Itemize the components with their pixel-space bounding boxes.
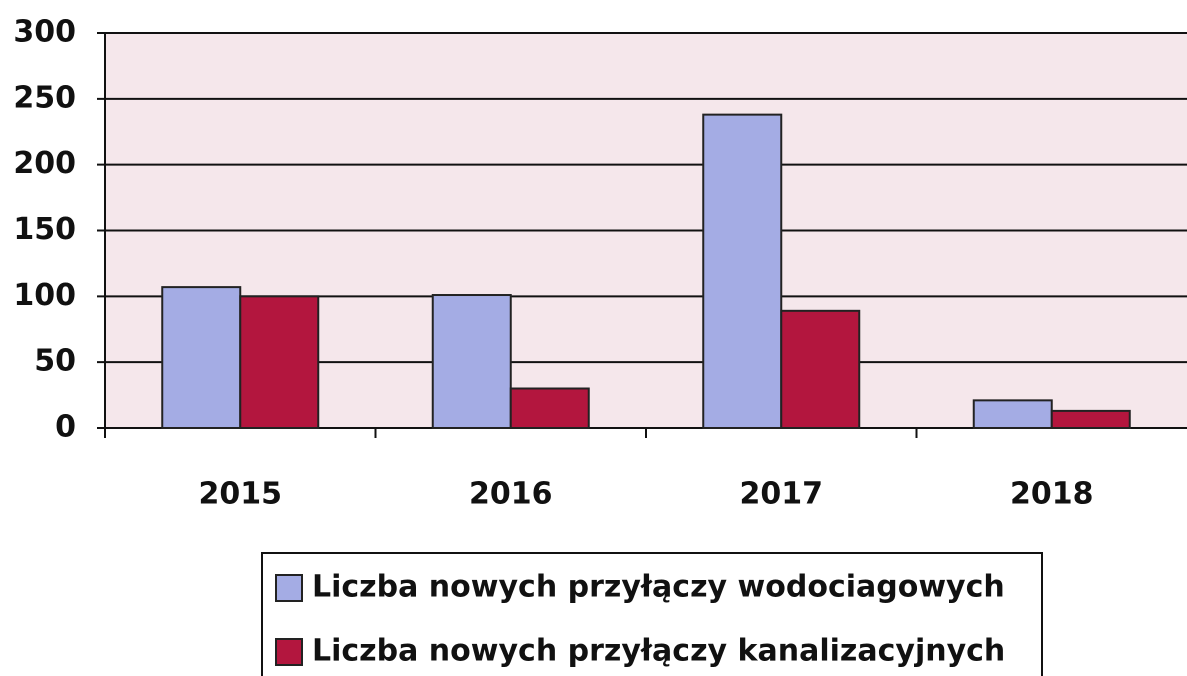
bar (239, 295, 320, 430)
x-tick-label: 2017 (740, 477, 824, 512)
legend-label: Liczba nowych przyłączy wodociagowych (312, 570, 1005, 605)
y-tick-label: 0 (55, 410, 76, 445)
legend-box (261, 552, 1043, 676)
y-tick-label: 300 (13, 15, 76, 50)
bar (431, 294, 512, 429)
x-tick-label: 2016 (469, 477, 553, 512)
legend-swatch (275, 574, 303, 602)
bar (780, 309, 861, 430)
x-tick-label: 2015 (199, 477, 283, 512)
bar (702, 113, 783, 429)
x-tick-label: 2018 (1010, 477, 1094, 512)
y-tick-label: 250 (13, 80, 76, 115)
y-tick-label: 200 (13, 146, 76, 181)
y-tick-label: 150 (13, 212, 76, 247)
y-tick-label: 100 (13, 278, 76, 313)
y-tick-label: 50 (34, 344, 76, 379)
legend-label: Liczba nowych przyłączy kanalizacyjnych (312, 634, 1005, 669)
bar (509, 387, 590, 429)
bar (1050, 409, 1131, 429)
bar (161, 286, 242, 429)
legend-swatch (275, 638, 303, 666)
bar (972, 399, 1053, 430)
